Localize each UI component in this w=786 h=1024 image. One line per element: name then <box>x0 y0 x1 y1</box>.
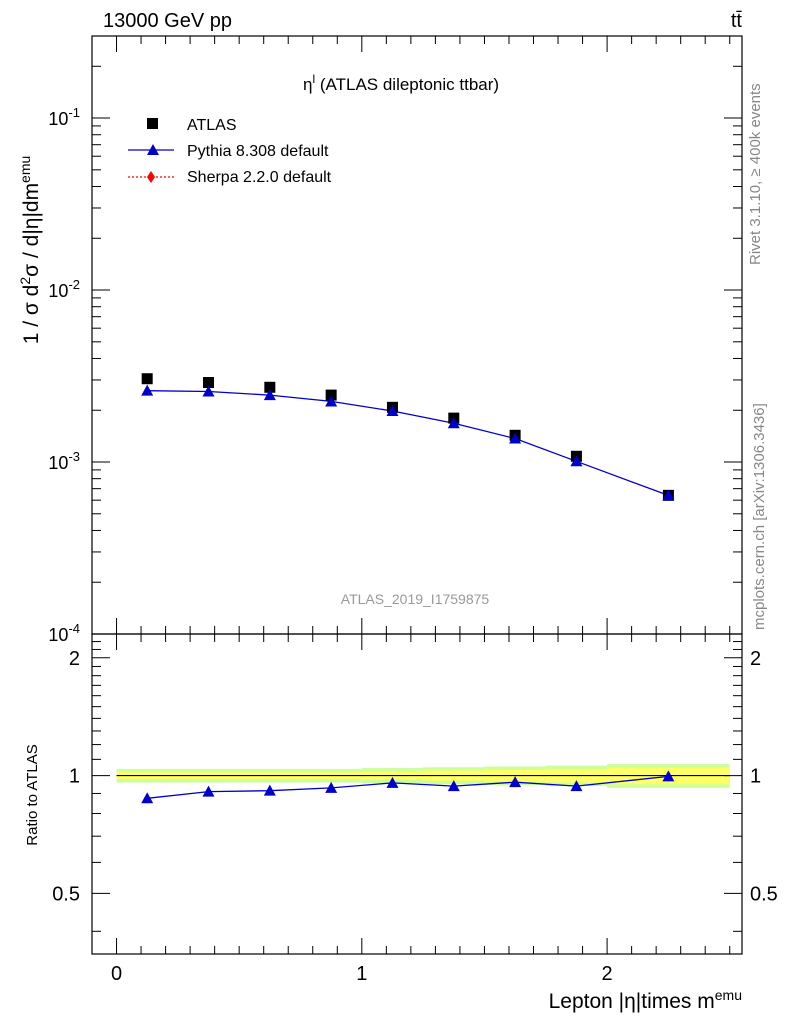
pythia-point <box>263 389 276 401</box>
legend-pythia-label: Pythia 8.308 default <box>187 143 329 160</box>
pythia-point <box>141 384 154 396</box>
ratio-pythia-point <box>662 770 675 782</box>
pythia-point <box>662 489 675 501</box>
pythia-point <box>570 455 583 467</box>
process-label: tt̄ <box>731 10 743 32</box>
pythia-point <box>447 417 460 429</box>
ratio-ytick-labels: 0.5 0.5 1 1 2 2 <box>52 648 778 906</box>
main-ytick-label: 10-4 <box>48 621 80 645</box>
pythia-point <box>386 404 399 416</box>
atlas-point <box>141 373 153 385</box>
ratio-panel-ticks <box>92 634 742 954</box>
x-axis-label: Lepton |η|times memu <box>549 987 742 1013</box>
ratio-pythia-point <box>263 784 276 796</box>
ratio-series-layer <box>141 770 675 804</box>
plot-title: ηl (ATLAS dileptonic ttbar) <box>303 72 499 94</box>
ratio-pythia-point <box>570 780 583 792</box>
legend-sherpa-label: Sherpa 2.2.0 default <box>187 169 332 186</box>
legend-sherpa-marker <box>147 171 155 183</box>
main-ytick-label: 10-1 <box>48 105 80 129</box>
main-panel-ticks <box>92 36 742 635</box>
pythia-point <box>325 395 338 407</box>
ratio-ytick-label-left: 2 <box>69 648 80 670</box>
xtick-labels: 0 1 2 <box>111 963 613 985</box>
main-ytick-labels: 10-4 10-3 10-2 10-1 <box>48 105 80 645</box>
ratio-pythia-point <box>447 780 460 792</box>
legend-atlas-marker <box>147 118 158 129</box>
ratio-pythia-point <box>325 781 338 793</box>
main-ytick-label: 10-3 <box>48 449 80 473</box>
pythia-point <box>202 385 215 397</box>
legend-pythia-marker <box>147 144 159 155</box>
atlas-point <box>325 389 337 401</box>
ratio-ytick-label-right: 0.5 <box>750 883 778 905</box>
atlas-point <box>264 381 276 393</box>
mcplots-label: mcplots.cern.ch [arXiv:1306.3436] <box>751 403 768 630</box>
legend: ATLAS Pythia 8.308 default Sherpa 2.2.0 … <box>128 117 332 186</box>
xtick-label: 0 <box>111 963 122 985</box>
ratio-ylabel: Ratio to ATLAS <box>24 744 41 845</box>
rivet-version-label: Rivet 3.1.10, ≥ 400k events <box>747 83 764 265</box>
main-ytick-label: 10-2 <box>48 277 80 301</box>
ratio-panel-frame <box>91 633 743 955</box>
main-ylabel: 1 / σ d2σ / d|η|dmemu <box>17 156 43 345</box>
ratio-ytick-label-right: 2 <box>750 648 761 670</box>
ratio-ytick-label-left: 0.5 <box>52 883 80 905</box>
xtick-label: 1 <box>356 963 367 985</box>
xtick-label: 2 <box>602 963 613 985</box>
analysis-watermark: ATLAS_2019_I1759875 <box>341 591 490 607</box>
main-series-layer <box>141 373 675 501</box>
ratio-pythia-point <box>202 785 215 797</box>
atlas-point <box>203 376 215 388</box>
legend-atlas-label: ATLAS <box>187 117 237 134</box>
ratio-pythia-point <box>509 776 522 788</box>
pythia-line <box>147 390 669 497</box>
pythia-point <box>509 432 522 444</box>
energy-label: 13000 GeV pp <box>103 10 232 32</box>
ratio-pythia-point <box>386 776 399 788</box>
ratio-ytick-label-right: 1 <box>750 766 761 788</box>
ratio-ytick-label-left: 1 <box>69 766 80 788</box>
ratio-pythia-point <box>141 792 154 804</box>
